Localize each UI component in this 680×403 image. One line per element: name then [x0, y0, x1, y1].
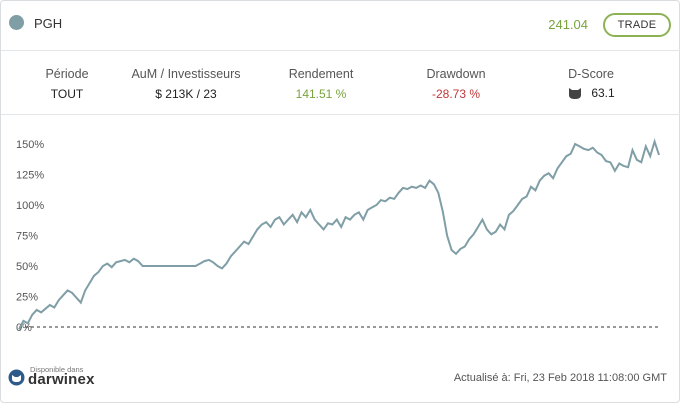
- dscore-badge-icon: [569, 88, 582, 99]
- return-chart: 150% 125% 100% 75% 50% 25% 0%: [16, 138, 660, 334]
- stats-row: Période TOUT AuM / Investisseurs $ 213K …: [1, 61, 680, 111]
- darwinex-logo-icon: [8, 369, 25, 386]
- stat-value: $ 213K / 23: [155, 87, 217, 101]
- stat-period: Période TOUT: [37, 67, 97, 101]
- stat-drawdown: Drawdown -28.73 %: [406, 67, 506, 101]
- stat-value[interactable]: TOUT: [50, 87, 84, 101]
- stat-label: AuM / Investisseurs: [131, 67, 241, 81]
- trade-button[interactable]: TRADE: [603, 13, 671, 37]
- last-updated-text: Actualisé à: Fri, 23 Feb 2018 11:08:00 G…: [453, 372, 667, 384]
- strategy-symbol[interactable]: PGH: [34, 16, 63, 31]
- stat-label: Drawdown: [426, 67, 486, 81]
- y-tick-label: 50%: [16, 261, 38, 273]
- stat-label: Période: [45, 67, 89, 81]
- y-tick-label: 75%: [16, 231, 38, 243]
- stat-dscore: D-Score 63.1: [551, 67, 631, 100]
- divider: [1, 114, 680, 115]
- stat-label: D-Score: [568, 67, 614, 81]
- stat-value: 141.51 %: [295, 87, 347, 101]
- stat-value: 63.1: [591, 86, 615, 100]
- y-tick-label: 100%: [16, 200, 44, 212]
- current-price: 241.04: [548, 17, 588, 32]
- stat-aum: AuM / Investisseurs $ 213K / 23: [121, 67, 251, 101]
- darwinex-brand-link[interactable]: darwinex: [28, 371, 95, 388]
- y-tick-label: 125%: [16, 170, 44, 182]
- strategy-dot-icon: [9, 15, 24, 30]
- stat-value: -28.73 %: [431, 87, 481, 101]
- header: PGH 241.04 TRADE: [1, 1, 680, 51]
- stat-return: Rendement 141.51 %: [271, 67, 371, 101]
- y-axis-ticks: 150% 125% 100% 75% 50% 25% 0%: [16, 139, 44, 334]
- stat-label: Rendement: [288, 67, 354, 81]
- available-in-label: Disponible dans: [30, 365, 84, 374]
- y-tick-label: 25%: [16, 292, 38, 304]
- return-series-line: [18, 138, 660, 330]
- y-tick-label: 0%: [16, 322, 32, 334]
- y-tick-label: 150%: [16, 139, 44, 151]
